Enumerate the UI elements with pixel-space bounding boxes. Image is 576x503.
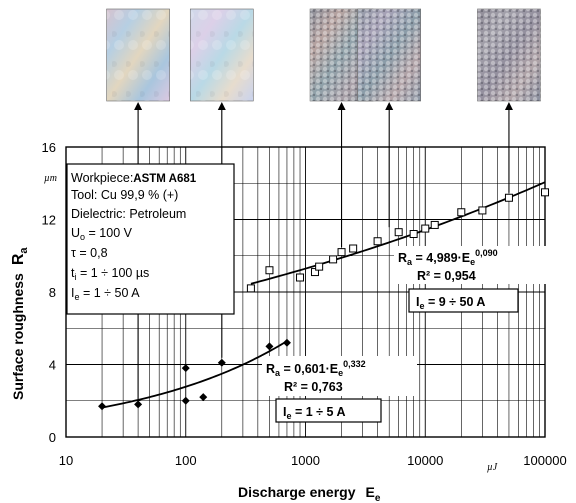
data-point-series-2	[297, 274, 304, 281]
pulse-time-text: ti = 1 ÷ 100 µs	[71, 266, 149, 282]
data-point-series-2	[374, 238, 381, 245]
fit2-current: Ie = 9 ÷ 50 A	[416, 295, 485, 311]
conditions-box: Workpiece:ASTM A681 Tool: Cu 99,9 % (+) …	[67, 164, 234, 314]
connector-arrowhead	[134, 102, 142, 110]
x-tick-label: 100000	[523, 453, 566, 468]
fit1-equation-box: Ra = 0,601·Ee0,332 R² = 0,763	[262, 356, 417, 396]
dielectric-text: Dielectric: Petroleum	[71, 207, 186, 221]
x-tick-label: 100	[175, 453, 197, 468]
data-point-series-2	[505, 194, 512, 201]
x-axis-title: Discharge energy Ee	[238, 484, 381, 503]
data-point-series-2	[350, 245, 357, 252]
tool-text: Tool: Cu 99,9 % (+)	[71, 188, 178, 202]
data-point-series-2	[479, 207, 486, 214]
data-point-series-2	[422, 225, 429, 232]
fit1-current-box: Ie = 1 ÷ 5 A	[276, 399, 381, 422]
fit1-r2: R² = 0,763	[284, 380, 343, 394]
micrograph-texture	[107, 9, 170, 101]
data-point-series-2	[458, 209, 465, 216]
y-axis-title: Surface roughnessRa	[10, 247, 30, 400]
data-point-series-2	[316, 263, 323, 270]
data-point-series-2	[410, 231, 417, 238]
y-tick-label: 12	[42, 213, 56, 228]
fit2-current-box: Ie = 9 ÷ 50 A	[409, 289, 518, 312]
micrograph-texture	[190, 9, 253, 101]
data-point-series-2	[431, 221, 438, 228]
y-tick-label: 8	[49, 285, 56, 300]
x-tick-label: 10	[59, 453, 73, 468]
current-range-text: Ie = 1 ÷ 50 A	[71, 286, 140, 302]
connector-arrowhead	[385, 102, 393, 110]
fit2-r2: R² = 0,954	[417, 269, 476, 283]
connector-arrowhead	[218, 102, 226, 110]
data-point-series-2	[542, 189, 549, 196]
x-tick-label: 1000	[291, 453, 320, 468]
data-point-series-2	[247, 285, 254, 292]
micrograph-texture	[477, 9, 540, 101]
x-axis-unit: µJ	[487, 462, 498, 473]
data-point-series-2	[338, 249, 345, 256]
y-axis-unit: µm	[44, 173, 57, 184]
tau-text: τ = 0,8	[71, 246, 108, 260]
connector-arrowhead	[338, 102, 346, 110]
workpiece-text: Workpiece:ASTM A681	[71, 171, 197, 185]
data-point-series-2	[330, 256, 337, 263]
data-point-series-2	[266, 267, 273, 274]
y-tick-label: 16	[42, 140, 56, 155]
fit1-current: Ie = 1 ÷ 5 A	[283, 405, 346, 421]
fit2-equation-box: Ra = 4,989·Ee0,090 R² = 0,954	[394, 246, 553, 284]
data-point-series-2	[395, 229, 402, 236]
y-tick-label: 4	[49, 358, 56, 373]
micrograph-layer	[107, 9, 541, 101]
x-tick-label: 10000	[407, 453, 443, 468]
micrograph-texture	[358, 9, 421, 101]
y-tick-label: 0	[49, 430, 56, 445]
connector-arrowhead	[505, 102, 513, 110]
